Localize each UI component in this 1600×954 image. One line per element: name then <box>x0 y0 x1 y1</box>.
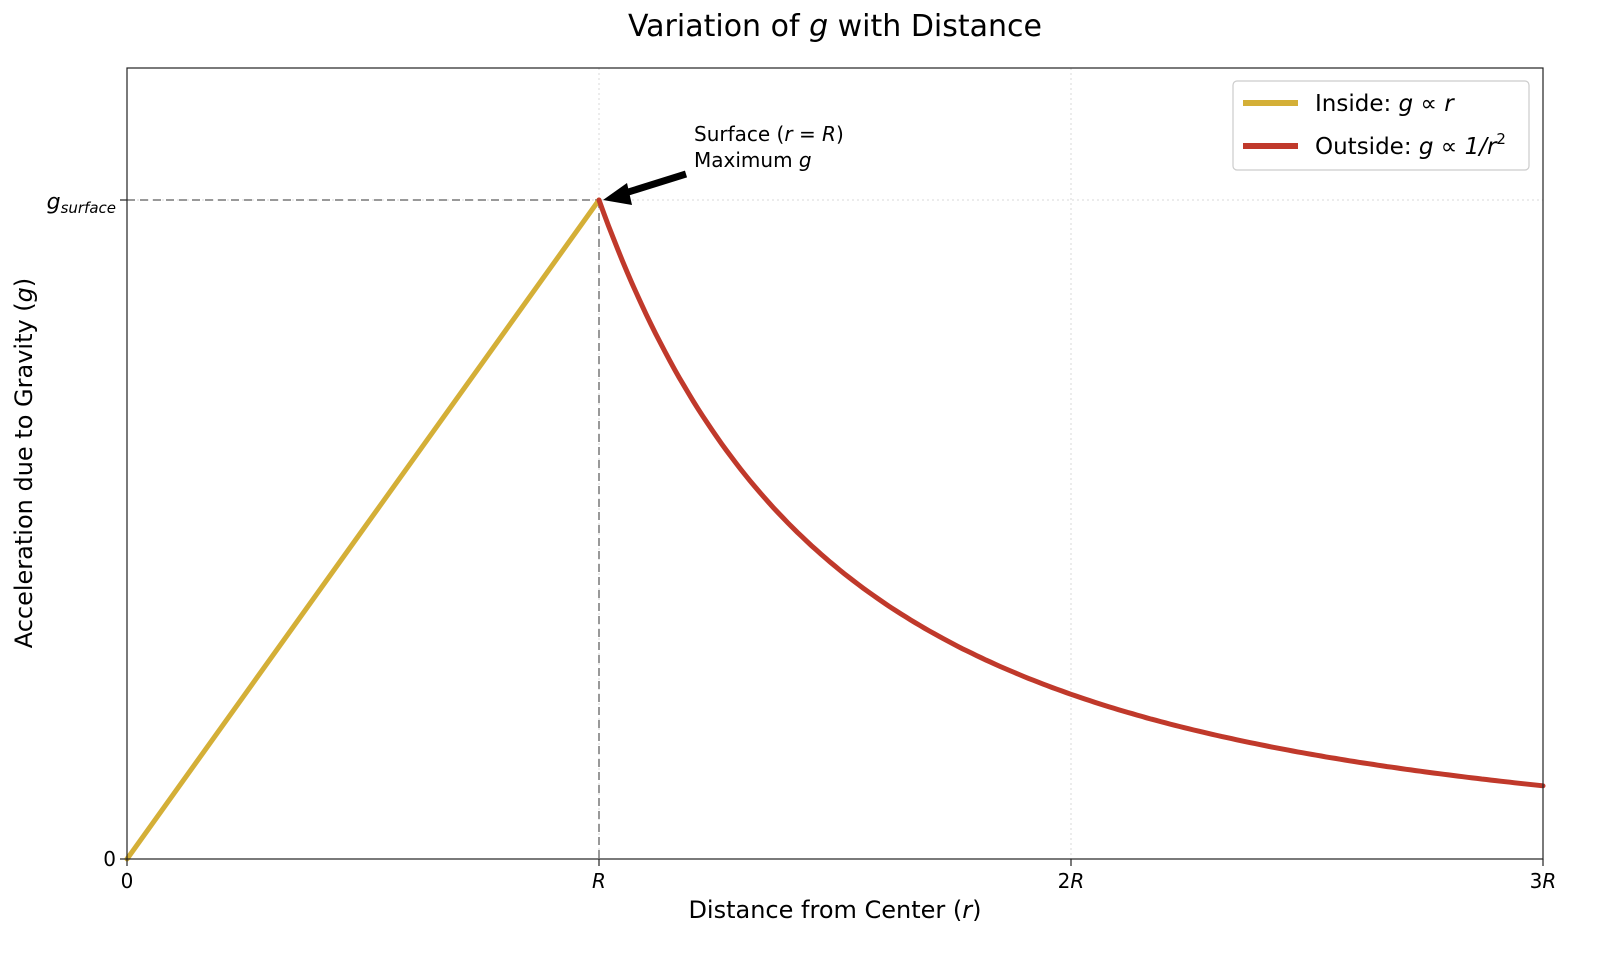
annotation-arrow-shaft <box>620 170 688 198</box>
annotation-line-1: Surface (r = R) <box>694 122 844 146</box>
x-tick-label-0: 0 <box>121 869 134 893</box>
y-tick-marks <box>120 199 127 860</box>
legend-item-inside: Inside: g ∝ r <box>1243 91 1455 117</box>
y-tick-label-g-surface: gsurface <box>47 190 116 217</box>
series-inside-line <box>124 197 602 862</box>
x-tick-label-2R: 2R <box>1058 869 1085 893</box>
annotation-arrow-icon <box>603 183 632 205</box>
axes-frame <box>126 67 1544 860</box>
series-outside-line <box>596 197 1546 789</box>
x-axis-label: Distance from Center (r) <box>688 896 981 924</box>
annotation-line-2: Maximum g <box>694 148 812 172</box>
x-tick-label-3R: 3R <box>1530 869 1557 893</box>
x-tick-marks <box>126 859 1544 866</box>
legend-box <box>1232 80 1530 171</box>
reference-lines <box>127 199 600 859</box>
legend: Inside: g ∝ r Outside: g ∝ 1/r2 <box>1232 80 1530 171</box>
legend-label-outside: Outside: g ∝ 1/r2 <box>1315 130 1506 160</box>
legend-item-outside: Outside: g ∝ 1/r2 <box>1243 130 1506 160</box>
chart-title: Variation of g with Distance <box>628 9 1042 44</box>
y-tick-label-0: 0 <box>103 847 116 871</box>
y-axis-label: Acceleration due to Gravity (g) <box>10 278 38 649</box>
x-tick-label-R: R <box>592 869 606 893</box>
surface-annotation: Surface (r = R) Maximum g <box>603 122 844 205</box>
plot-area <box>127 68 1543 859</box>
legend-label-inside: Inside: g ∝ r <box>1315 91 1455 117</box>
